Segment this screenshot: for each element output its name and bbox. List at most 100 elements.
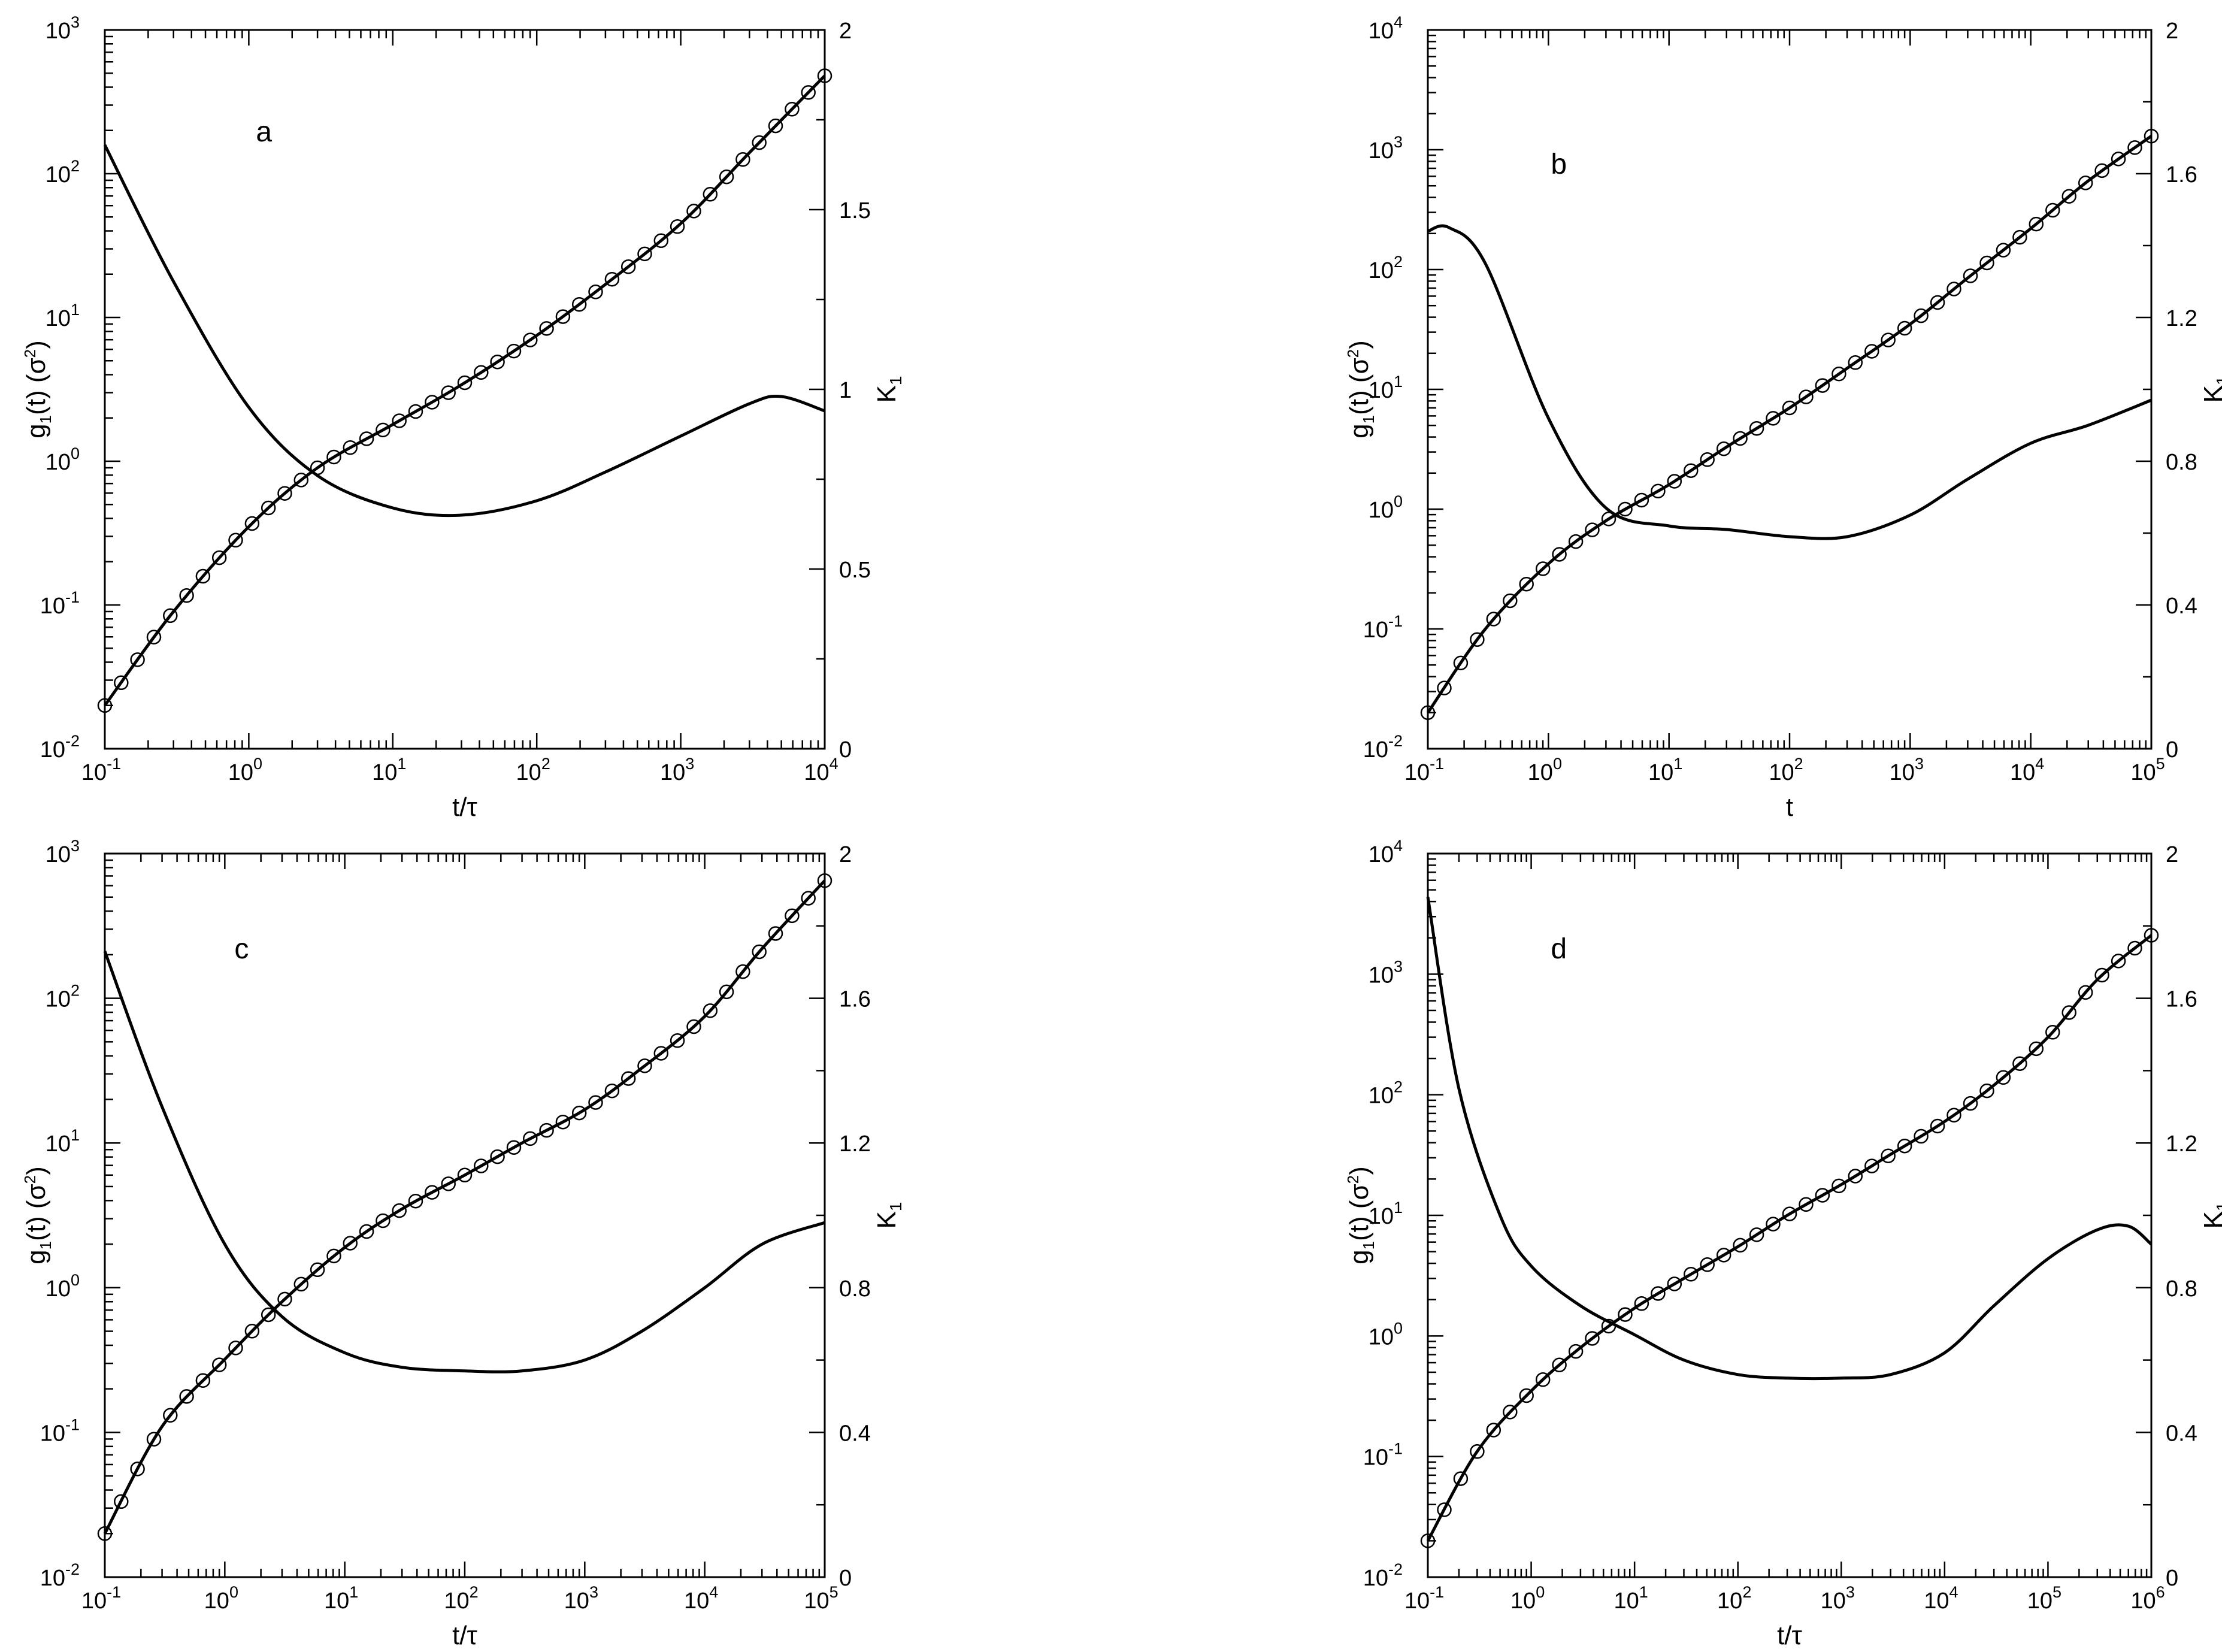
g1-data-marker: [2012, 1056, 2027, 1071]
g1-data-marker: [277, 486, 292, 501]
g1-data-marker: [97, 698, 113, 713]
x-tick-label: 103: [660, 755, 694, 785]
y-right-tick-label: 1: [839, 378, 852, 403]
g1-data-marker: [1420, 705, 1436, 721]
k1-series-line: [103, 951, 825, 1373]
y-left-tick-label: 101: [46, 301, 80, 331]
y-left-tick-label: 100: [1369, 492, 1403, 523]
g1-data-marker: [490, 354, 505, 370]
y-right-tick-label: 2: [839, 19, 852, 44]
g1-data-marker: [1535, 561, 1551, 576]
g1-data-marker: [146, 630, 162, 645]
g1-data-marker: [1552, 547, 1567, 562]
y-right-axis-label: K1: [872, 376, 905, 403]
g1-series-line: [103, 879, 826, 1535]
y-right-tick-label: 1.6: [839, 987, 871, 1012]
g1-data-marker: [1979, 1083, 1994, 1099]
g1-data-marker: [376, 1213, 390, 1229]
x-tick-label: 101: [372, 755, 406, 785]
g1-data-marker: [1684, 463, 1699, 478]
g1-data-marker: [163, 1408, 178, 1423]
g1-data-marker: [2045, 202, 2060, 218]
x-tick-label: 104: [1924, 1583, 1958, 1614]
g1-data-marker: [130, 1462, 145, 1476]
g1-data-marker: [441, 1176, 456, 1191]
g1-data-marker: [228, 532, 243, 548]
y-right-tick-label: 0.8: [2166, 450, 2197, 475]
x-tick-label: 103: [564, 1583, 598, 1614]
g1-data-marker: [1453, 655, 1469, 671]
g1-data-marker: [408, 404, 423, 419]
g1-data-marker: [211, 1357, 227, 1372]
g1-data-marker: [653, 1046, 669, 1061]
g1-data-marker: [1684, 1267, 1699, 1282]
g1-data-marker: [670, 219, 685, 234]
y-right-tick-label: 2: [2166, 842, 2178, 867]
g1-data-marker: [1618, 1307, 1633, 1322]
y-left-tick-label: 10-2: [40, 1560, 80, 1591]
g1-data-marker: [1667, 474, 1682, 489]
g1-data-marker: [1437, 1502, 1452, 1517]
x-tick-label: 10-1: [1404, 1583, 1444, 1614]
g1-data-marker: [506, 1140, 522, 1155]
g1-data-marker: [1749, 420, 1764, 436]
g1-data-marker: [752, 944, 767, 960]
g1-data-marker: [817, 68, 833, 83]
y-left-tick-label: 101: [46, 1126, 80, 1157]
y-left-tick-label: 10-1: [1363, 1440, 1403, 1471]
g1-data-marker: [686, 1019, 701, 1034]
g1-data-marker: [130, 652, 145, 667]
x-tick-label: 104: [2010, 755, 2044, 785]
g1-data-marker: [1799, 389, 1814, 404]
x-tick-label: 100: [1528, 755, 1562, 785]
g1-data-marker: [1503, 1405, 1518, 1420]
g1-data-marker: [2029, 216, 2044, 232]
g1-data-marker: [1470, 1444, 1485, 1459]
x-tick-label: 102: [444, 1583, 478, 1614]
g1-data-marker: [1700, 452, 1715, 467]
g1-data-marker: [179, 1389, 194, 1404]
g1-data-marker: [1535, 1372, 1551, 1387]
y-left-tick-label: 10-1: [40, 588, 80, 619]
y-left-axis-label: g1(t) (σ2): [1344, 340, 1378, 438]
g1-data-marker: [719, 169, 734, 184]
x-axis-label: t: [1786, 792, 1793, 822]
g1-data-marker: [343, 440, 358, 455]
g1-data-marker: [1815, 378, 1830, 393]
y-right-tick-label: 0.8: [2166, 1276, 2197, 1302]
g1-data-marker: [376, 422, 390, 438]
g1-data-marker: [620, 1071, 636, 1086]
g1-data-marker: [425, 395, 440, 410]
g1-data-marker: [2029, 1041, 2044, 1057]
y-left-tick-label: 100: [1369, 1319, 1403, 1350]
g1-data-marker: [1914, 308, 1929, 323]
g1-data-marker: [2078, 176, 2093, 190]
g1-data-marker: [211, 550, 227, 565]
g1-data-marker: [686, 204, 701, 219]
y-left-tick-label: 103: [1369, 957, 1403, 988]
y-right-axis-label: K1: [872, 1202, 905, 1229]
g1-data-marker: [1486, 1423, 1501, 1438]
g1-data-marker: [752, 135, 767, 150]
g1-data-marker: [114, 675, 129, 691]
g1-data-marker: [703, 1003, 718, 1018]
y-left-tick-label: 104: [1369, 13, 1403, 44]
y-right-axis-label: K1: [2199, 1202, 2222, 1229]
g1-data-marker: [735, 152, 750, 167]
x-tick-label: 100: [1510, 1583, 1545, 1614]
y-left-tick-label: 102: [46, 157, 80, 187]
g1-data-marker: [2045, 1025, 2060, 1040]
y-right-tick-label: 0: [839, 1566, 852, 1591]
y-right-tick-label: 1.5: [839, 198, 871, 223]
g1-data-marker: [539, 1122, 554, 1138]
g1-data-marker: [604, 271, 620, 287]
g1-data-marker: [1749, 1227, 1764, 1242]
y-left-tick-label: 10-2: [1363, 1560, 1403, 1591]
g1-data-marker: [293, 473, 309, 488]
g1-data-marker: [620, 259, 636, 274]
g1-data-marker: [490, 1149, 505, 1164]
panel-label: b: [1551, 149, 1567, 180]
g1-data-marker: [2012, 229, 2027, 245]
y-right-tick-label: 2: [2166, 19, 2178, 44]
